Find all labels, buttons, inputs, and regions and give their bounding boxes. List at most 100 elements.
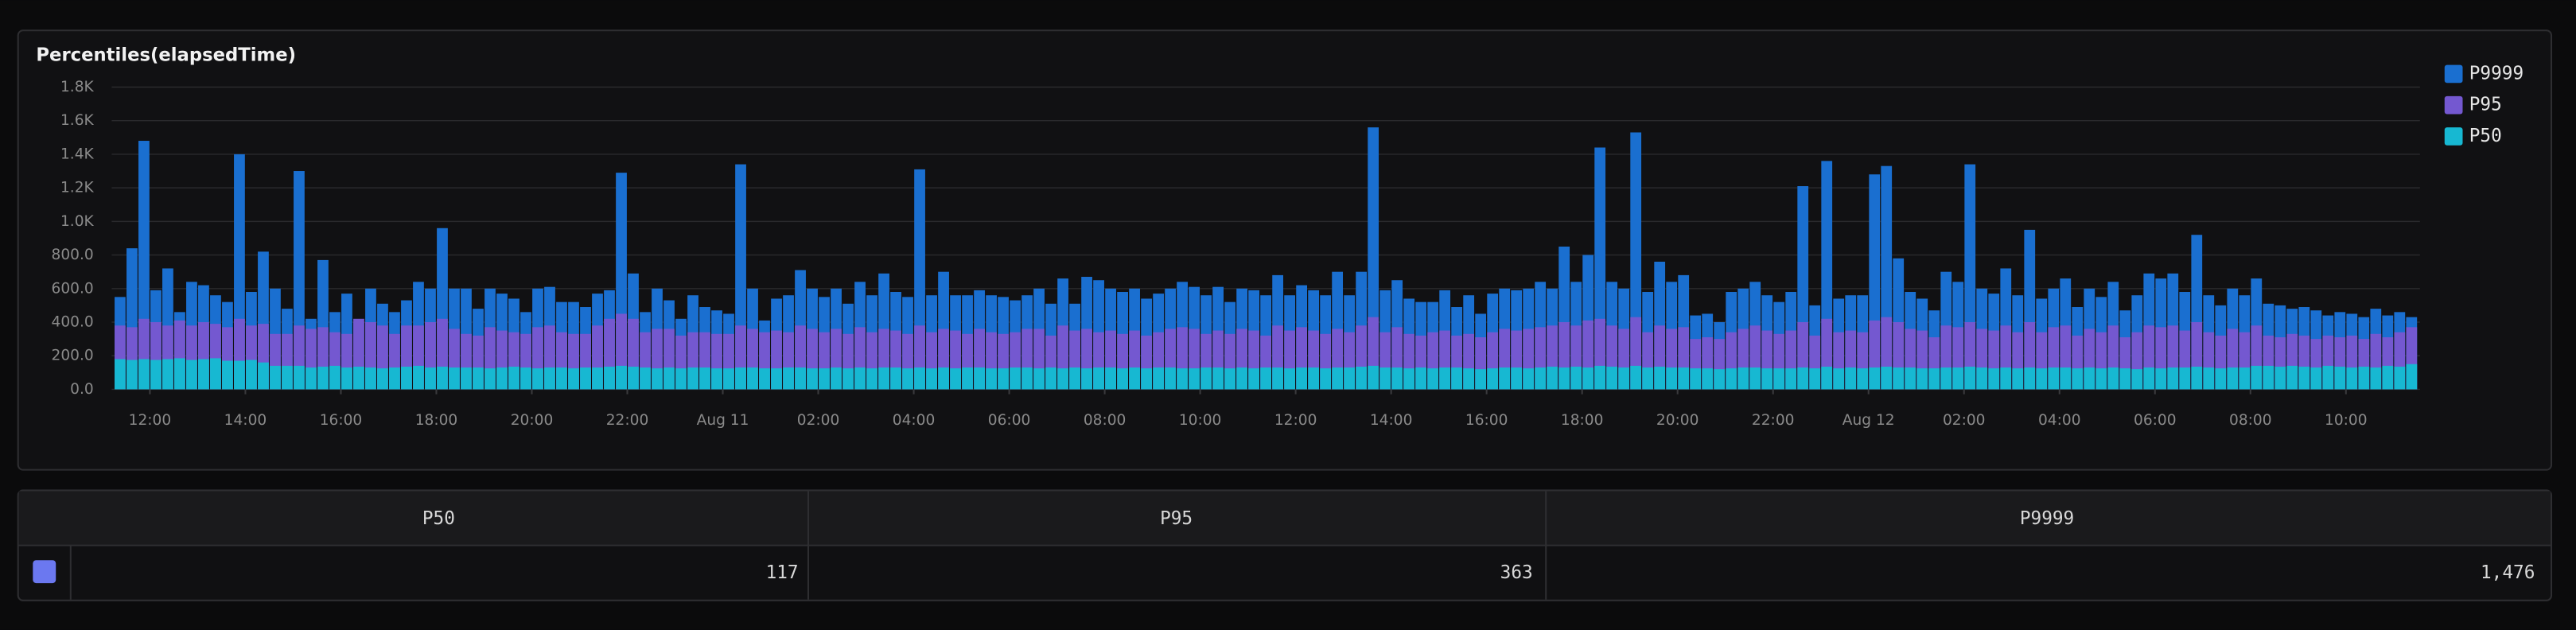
bar [2095, 368, 2107, 390]
bar [2382, 365, 2394, 390]
bar [2322, 365, 2334, 390]
column-header[interactable]: P95 [1160, 508, 1193, 529]
bar [461, 368, 472, 390]
bar [162, 359, 173, 390]
x-tick-label: 08:00 [2229, 412, 2272, 429]
bar [2215, 368, 2227, 390]
bar [1785, 368, 1797, 390]
bar [2084, 368, 2095, 390]
bar [711, 368, 722, 390]
x-tick-label: 20:00 [511, 412, 554, 429]
legend-swatch [2444, 95, 2463, 115]
bar [138, 359, 150, 390]
x-tick-label: 14:00 [1370, 412, 1413, 429]
bar [1308, 368, 1320, 390]
bar [1761, 368, 1773, 390]
y-tick-label: 800.0 [52, 247, 94, 263]
bar [723, 368, 734, 390]
bar [317, 366, 329, 390]
x-tick-label: 16:00 [320, 412, 363, 429]
bar [1928, 368, 1940, 390]
bar [1594, 365, 1606, 390]
bar [1475, 369, 1487, 390]
bar [1296, 368, 1308, 390]
bar [1081, 368, 1092, 390]
bar [329, 365, 340, 390]
bar [914, 368, 925, 390]
bar [1010, 368, 1021, 390]
bar [126, 360, 138, 390]
bar [1952, 368, 1964, 390]
bar [1033, 368, 1045, 390]
bar [1260, 368, 1272, 390]
cell: 117 [766, 562, 799, 583]
y-tick-label: 0.0 [70, 381, 94, 398]
x-tick-label: 12:00 [1274, 412, 1317, 429]
bar [616, 365, 627, 390]
bar [544, 368, 555, 390]
bar [580, 368, 591, 390]
bar [1666, 368, 1678, 390]
bar [210, 358, 221, 390]
y-tick-label: 1.6K [60, 112, 95, 129]
bar [484, 368, 496, 390]
bar [1905, 368, 1916, 390]
bar [628, 366, 639, 390]
bar [437, 366, 448, 390]
bar [1511, 368, 1523, 390]
legend-label: P9999 [2469, 63, 2523, 84]
cell: 363 [1500, 562, 1533, 583]
bar [2286, 365, 2298, 390]
bar [2048, 368, 2060, 390]
bar [2370, 368, 2382, 390]
bar [1940, 368, 1952, 390]
bar [1916, 368, 1928, 390]
bar [520, 368, 531, 390]
bar [1320, 368, 1332, 390]
bar [1976, 368, 1988, 390]
table-header [18, 491, 2551, 546]
bar [1344, 368, 1356, 390]
bar [1535, 368, 1547, 390]
chart-title: Percentiles(elapsedTime) [36, 45, 296, 66]
bar [294, 365, 305, 390]
bar [2298, 366, 2310, 390]
bar [496, 368, 508, 390]
bar [2000, 368, 2012, 390]
bar [1177, 368, 1188, 390]
column-header[interactable]: P50 [422, 508, 455, 529]
y-tick-label: 400.0 [52, 314, 94, 331]
x-tick-label: 02:00 [1943, 412, 1986, 429]
bar [1105, 368, 1116, 390]
x-tick-label: 10:00 [2325, 412, 2368, 429]
bar [377, 368, 388, 390]
bar [1129, 368, 1140, 390]
y-tick-label: 1.4K [60, 146, 95, 162]
x-tick-label: 20:00 [1656, 412, 1699, 429]
bar [1690, 368, 1702, 390]
bar [1618, 368, 1630, 390]
bar [890, 368, 901, 390]
legend-label: P95 [2469, 95, 2502, 115]
bar [866, 368, 877, 390]
x-tick-label: Aug 12 [1843, 412, 1895, 429]
bar [174, 358, 185, 390]
column-header[interactable]: P9999 [2020, 508, 2074, 529]
bar [2263, 365, 2274, 390]
x-tick-label: 04:00 [893, 412, 936, 429]
bar [1570, 366, 1582, 390]
bar [1726, 368, 1737, 390]
bar [532, 368, 543, 390]
bar [998, 368, 1009, 390]
bar [2024, 368, 2036, 390]
bar [1379, 368, 1391, 390]
bar [1451, 368, 1463, 390]
bar [1236, 368, 1247, 390]
bar [2167, 368, 2179, 390]
bar [1702, 368, 1714, 390]
bar [473, 368, 484, 390]
bar [186, 360, 197, 390]
bar [556, 368, 567, 390]
bar [1093, 368, 1104, 390]
bar [282, 365, 293, 390]
